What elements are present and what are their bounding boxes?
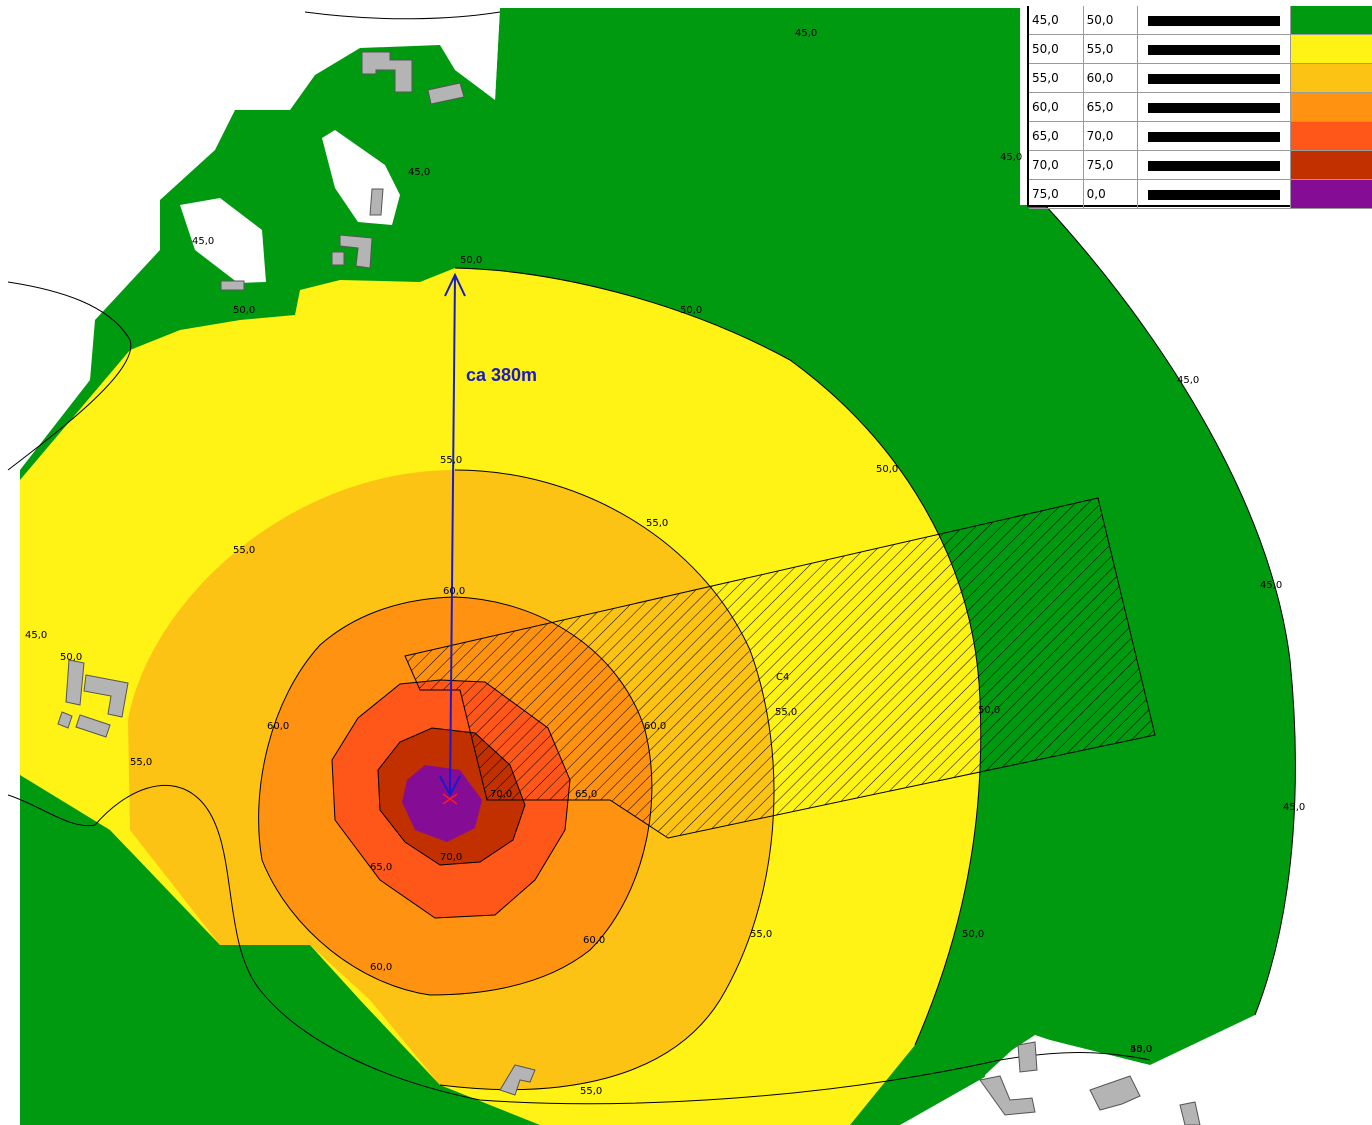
contour-label: 55,0	[775, 707, 797, 718]
contour-label: 55,0	[440, 455, 462, 466]
contour-label: 50,0	[60, 652, 82, 663]
legend-row: 65,0 70,0	[1029, 121, 1372, 151]
contour-label: 50,0	[876, 464, 898, 475]
building	[427, 82, 465, 105]
legend-to: 0,0	[1083, 179, 1139, 209]
contour-label: 45,0	[1283, 802, 1305, 813]
contour-label: 45,0	[1000, 152, 1022, 163]
zone-75-plus	[402, 765, 482, 842]
legend-from: 45,0	[1029, 6, 1084, 35]
contour-label: 50,0	[680, 305, 702, 316]
legend-to: 65,0	[1083, 92, 1139, 122]
contour-label: 50,0	[1130, 1044, 1152, 1055]
contour-label: 60,0	[583, 935, 605, 946]
contour-label: 55,0	[580, 1086, 602, 1097]
building	[1089, 1075, 1141, 1111]
building	[369, 188, 384, 216]
building	[499, 1064, 536, 1096]
contour-label: 45,0	[1260, 580, 1282, 591]
clearing	[180, 198, 266, 283]
legend-from: 70,0	[1029, 150, 1084, 180]
building	[1017, 1041, 1038, 1073]
contour-label: 55,0	[233, 545, 255, 556]
contour-label: 45,0	[408, 167, 430, 178]
contour-label: 70,0	[490, 789, 512, 800]
legend-from: 75,0	[1029, 179, 1084, 209]
contour-label: 55,0	[750, 929, 772, 940]
contour-label: 60,0	[644, 721, 666, 732]
contour-label: 50,0	[233, 305, 255, 316]
legend-swatch	[1290, 34, 1372, 64]
legend-swatch	[1290, 121, 1372, 151]
contour-label: 50,0	[460, 255, 482, 266]
building	[65, 659, 85, 706]
contour-label: 70,0	[440, 852, 462, 863]
contour-label: 55,0	[646, 518, 668, 529]
contour-label: 45,0	[192, 236, 214, 247]
legend-to: 70,0	[1083, 121, 1139, 151]
legend-line-sample	[1137, 34, 1292, 64]
legend-swatch	[1290, 92, 1372, 122]
legend-line-sample	[1137, 121, 1292, 151]
contour-label: 50,0	[978, 705, 1000, 716]
contour-label: 45,0	[1177, 375, 1199, 386]
contour-line	[454, 267, 982, 1046]
source-marker	[442, 793, 458, 805]
contour-label: 45,0	[1130, 1044, 1152, 1055]
legend-row: 75,0 0,0	[1029, 179, 1372, 209]
building	[339, 234, 373, 269]
legend-line-sample	[1137, 150, 1292, 180]
building	[1179, 1101, 1201, 1125]
road-line	[7, 784, 1151, 1105]
contour-line	[1044, 204, 1296, 1016]
legend-line-sample	[1137, 179, 1292, 209]
legend-swatch	[1290, 179, 1372, 209]
legend-line-sample	[1137, 6, 1292, 35]
contour-label: 65,0	[370, 862, 392, 873]
hatched-area	[404, 497, 1156, 839]
legend-swatch	[1290, 150, 1372, 180]
distance-arrow	[439, 272, 466, 798]
legend-to: 75,0	[1083, 150, 1139, 180]
contour-label: 45,0	[25, 630, 47, 641]
contour-line	[439, 469, 775, 1091]
building	[361, 51, 413, 93]
legend-from: 50,0	[1029, 34, 1084, 64]
contour-label: 60,0	[267, 721, 289, 732]
legend-swatch	[1290, 63, 1372, 93]
legend-to: 60,0	[1083, 63, 1139, 93]
road-line	[304, 11, 501, 20]
legend-to: 50,0	[1083, 6, 1139, 35]
road-line	[7, 281, 132, 471]
legend-to: 55,0	[1083, 34, 1139, 64]
clearing	[440, 8, 500, 100]
legend-from: 55,0	[1029, 63, 1084, 93]
legend-row: 60,0 65,0	[1029, 92, 1372, 122]
legend-row: 45,0 50,0	[1029, 6, 1372, 35]
building	[57, 711, 73, 729]
distance-label: ca 380m	[466, 365, 537, 385]
legend-line-sample	[1137, 92, 1292, 122]
contour-label: 60,0	[443, 586, 465, 597]
legend: 45,0 50,0 50,0 55,0 55,0 60,0 60,0 65,0 65,0 70,0…	[1027, 6, 1372, 209]
legend-row: 70,0 75,0	[1029, 150, 1372, 180]
legend-from: 65,0	[1029, 121, 1084, 151]
legend-line-sample	[1137, 63, 1292, 93]
building	[75, 714, 111, 738]
contour-label: 60,0	[370, 962, 392, 973]
legend-swatch	[1290, 6, 1372, 35]
contour-label: 65,0	[575, 789, 597, 800]
legend-from: 60,0	[1029, 92, 1084, 122]
building	[331, 251, 345, 266]
building	[220, 280, 245, 291]
contour-label: 45,0	[795, 28, 817, 39]
legend-row: 55,0 60,0	[1029, 63, 1372, 93]
contour-label: C4	[776, 672, 789, 683]
contour-label: 55,0	[130, 757, 152, 768]
legend-row: 50,0 55,0	[1029, 34, 1372, 64]
building	[83, 674, 129, 718]
building	[979, 1075, 1036, 1116]
contour-label: 50,0	[962, 929, 984, 940]
